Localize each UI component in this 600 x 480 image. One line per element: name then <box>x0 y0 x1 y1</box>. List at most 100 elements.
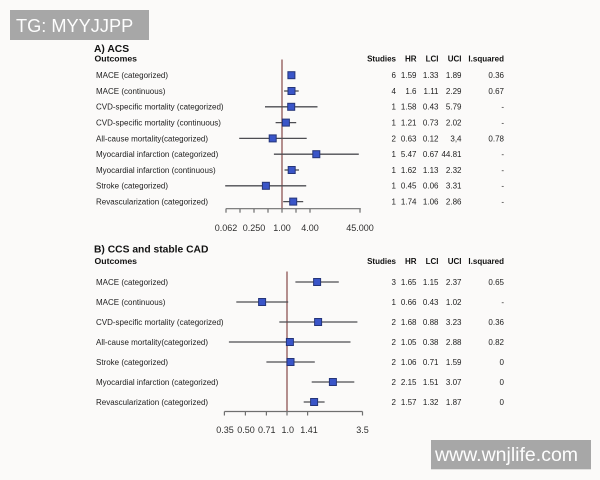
svg-text:A) ACS: A) ACS <box>94 44 129 55</box>
svg-text:HR: HR <box>405 257 417 266</box>
svg-text:1.65: 1.65 <box>401 278 417 287</box>
svg-text:1.6: 1.6 <box>405 87 417 96</box>
svg-text:0.67: 0.67 <box>488 87 504 96</box>
svg-text:HR: HR <box>405 54 417 63</box>
svg-text:0.45: 0.45 <box>401 182 417 191</box>
svg-text:Stroke (categorized): Stroke (categorized) <box>96 358 168 367</box>
svg-text:LCI: LCI <box>426 257 439 266</box>
svg-text:1.62: 1.62 <box>401 166 417 175</box>
svg-text:2.15: 2.15 <box>401 378 417 387</box>
svg-text:2: 2 <box>392 378 397 387</box>
svg-text:1: 1 <box>392 166 397 175</box>
svg-text:-: - <box>501 182 504 191</box>
svg-text:2: 2 <box>392 318 397 327</box>
svg-text:1.58: 1.58 <box>401 103 417 112</box>
svg-text:3.31: 3.31 <box>446 182 462 191</box>
svg-text:0.71: 0.71 <box>423 358 439 367</box>
svg-text:2.86: 2.86 <box>446 198 462 207</box>
svg-text:1.15: 1.15 <box>423 278 439 287</box>
svg-text:www.wnjlife.com: www.wnjlife.com <box>434 444 578 466</box>
svg-text:B) CCS and stable CAD: B) CCS and stable CAD <box>94 245 208 256</box>
svg-text:5.79: 5.79 <box>446 103 462 112</box>
svg-text:4.00: 4.00 <box>301 223 319 233</box>
svg-text:0.35: 0.35 <box>216 425 234 435</box>
svg-text:0.78: 0.78 <box>488 134 504 143</box>
svg-text:0.36: 0.36 <box>488 71 504 80</box>
svg-text:0.66: 0.66 <box>401 298 417 307</box>
svg-text:All-cause mortality(categorize: All-cause mortality(categorized) <box>96 338 208 347</box>
svg-text:1.59: 1.59 <box>401 71 417 80</box>
svg-text:Outcomes: Outcomes <box>95 256 138 266</box>
svg-text:1.74: 1.74 <box>401 198 417 207</box>
svg-text:1.57: 1.57 <box>401 398 417 407</box>
svg-text:0.43: 0.43 <box>423 103 439 112</box>
svg-text:1.59: 1.59 <box>446 358 462 367</box>
svg-text:LCI: LCI <box>426 54 439 63</box>
svg-text:1.32: 1.32 <box>423 398 439 407</box>
svg-text:2: 2 <box>392 134 397 143</box>
svg-text:-: - <box>501 119 504 128</box>
svg-text:2.02: 2.02 <box>446 119 462 128</box>
svg-text:2.32: 2.32 <box>446 166 462 175</box>
svg-text:1: 1 <box>392 182 397 191</box>
svg-text:1: 1 <box>392 150 397 159</box>
svg-text:-: - <box>501 166 504 175</box>
svg-text:0.250: 0.250 <box>243 223 266 233</box>
svg-text:CVD-specific mortality (contin: CVD-specific mortality (continuous) <box>96 119 221 128</box>
svg-text:0.67: 0.67 <box>423 150 439 159</box>
svg-text:0.38: 0.38 <box>423 338 439 347</box>
svg-text:4: 4 <box>392 87 397 96</box>
svg-text:1.13: 1.13 <box>423 166 439 175</box>
svg-text:0: 0 <box>500 358 505 367</box>
svg-text:0.88: 0.88 <box>423 318 439 327</box>
svg-text:-: - <box>501 103 504 112</box>
svg-text:1.02: 1.02 <box>446 298 462 307</box>
svg-text:0.73: 0.73 <box>423 119 439 128</box>
svg-text:Studies: Studies <box>367 257 396 266</box>
svg-text:1.06: 1.06 <box>423 198 439 207</box>
svg-text:MACE (continuous): MACE (continuous) <box>96 87 166 96</box>
svg-text:1.11: 1.11 <box>424 87 440 96</box>
svg-text:1.41: 1.41 <box>300 425 318 435</box>
svg-text:1.89: 1.89 <box>446 71 462 80</box>
svg-text:I.squared: I.squared <box>468 54 504 63</box>
svg-text:1.68: 1.68 <box>401 318 417 327</box>
svg-text:44.81: 44.81 <box>441 150 462 159</box>
svg-text:5.47: 5.47 <box>401 150 417 159</box>
svg-text:I.squared: I.squared <box>468 257 504 266</box>
svg-text:0.82: 0.82 <box>488 338 504 347</box>
svg-text:1: 1 <box>392 103 397 112</box>
svg-text:3.5: 3.5 <box>356 425 369 435</box>
svg-text:Outcomes: Outcomes <box>95 54 138 64</box>
svg-text:2: 2 <box>392 358 397 367</box>
svg-text:MACE (categorized): MACE (categorized) <box>96 71 168 80</box>
svg-text:1: 1 <box>392 298 397 307</box>
svg-text:0.06: 0.06 <box>423 182 439 191</box>
svg-text:-: - <box>501 298 504 307</box>
svg-text:1.21: 1.21 <box>401 119 417 128</box>
svg-text:1.51: 1.51 <box>423 378 439 387</box>
svg-text:0.12: 0.12 <box>423 134 439 143</box>
svg-text:MACE (continuous): MACE (continuous) <box>96 298 166 307</box>
svg-text:2: 2 <box>392 338 397 347</box>
svg-text:3.23: 3.23 <box>446 318 462 327</box>
svg-text:0.36: 0.36 <box>488 318 504 327</box>
svg-text:-: - <box>501 150 504 159</box>
svg-text:CVD-specific mortality (catego: CVD-specific mortality (categorized) <box>96 103 224 112</box>
svg-text:3,4: 3,4 <box>450 134 462 143</box>
svg-text:CVD-specific mortality (catego: CVD-specific mortality (categorized) <box>96 318 224 327</box>
svg-text:All-cause mortality(categorize: All-cause mortality(categorized) <box>96 134 208 143</box>
svg-text:Revascularization (categorized: Revascularization (categorized) <box>96 198 208 207</box>
svg-text:Studies: Studies <box>367 54 396 63</box>
svg-text:1.06: 1.06 <box>401 358 417 367</box>
svg-text:TG: MYYJJPP: TG: MYYJJPP <box>16 16 133 36</box>
svg-text:0: 0 <box>500 378 505 387</box>
svg-text:1: 1 <box>392 198 397 207</box>
svg-text:1.33: 1.33 <box>423 71 439 80</box>
svg-text:45.000: 45.000 <box>346 223 374 233</box>
svg-text:0.65: 0.65 <box>488 278 504 287</box>
svg-text:1: 1 <box>392 119 397 128</box>
svg-text:Revascularization (categorized: Revascularization (categorized) <box>96 398 208 407</box>
svg-text:1.05: 1.05 <box>401 338 417 347</box>
svg-text:0: 0 <box>500 398 505 407</box>
